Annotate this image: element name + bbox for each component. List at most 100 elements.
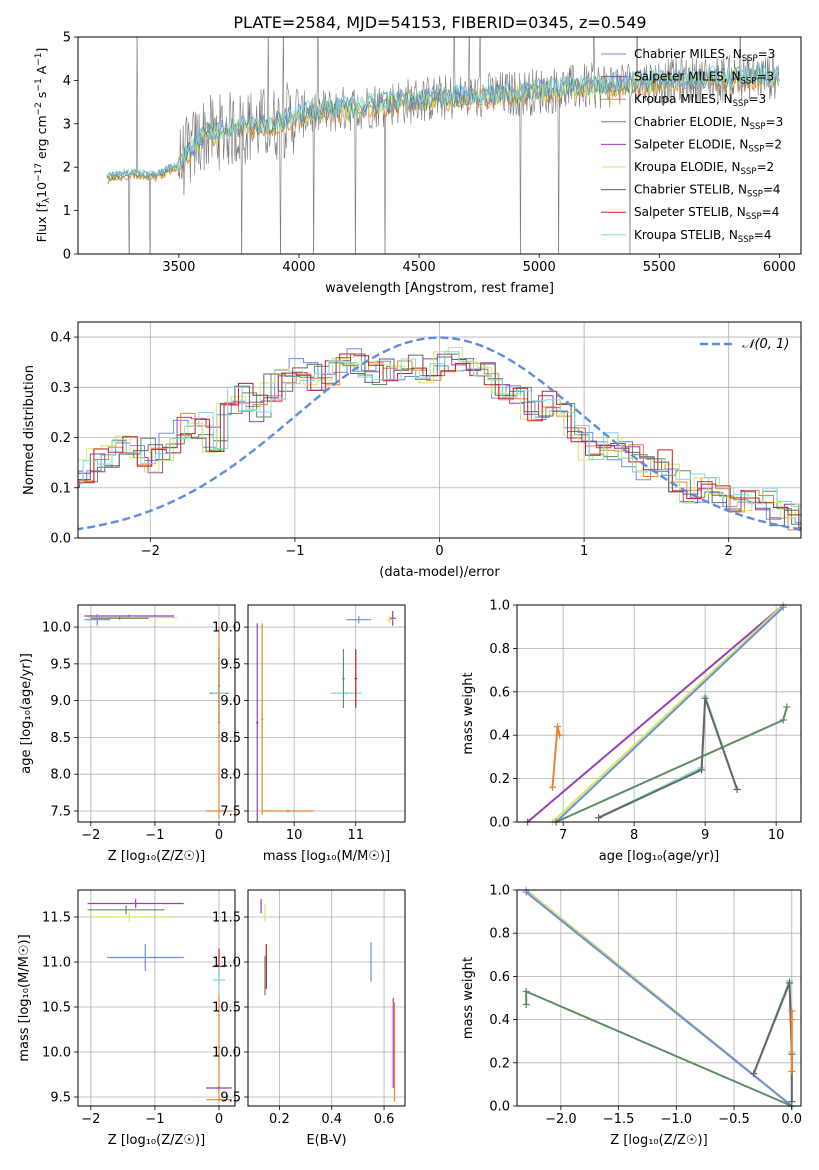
legend: Chabrier MILES, NSSP=3 Salpeter MILES, NS…	[601, 47, 783, 245]
y-tick-label: 10.0	[42, 1046, 71, 1061]
y-tick-label: 0.0	[489, 1100, 510, 1115]
y-tick-label: 10.0	[42, 621, 71, 636]
x-tick-label: 10	[768, 828, 785, 843]
y-tick-label: 0.2	[489, 772, 510, 787]
axes-frame	[247, 889, 406, 1107]
x-tick-label: −1	[145, 1112, 164, 1127]
y-tick-label: 8.5	[50, 731, 71, 746]
data-point	[386, 616, 393, 624]
model-line-kroupa_stelib	[106, 64, 779, 178]
x-tick-label: 0	[435, 544, 443, 559]
legend-label: 𝒩(0, 1)	[742, 337, 789, 352]
panel-mass_vs_ebv: 0.2 0.4 0.6 9.5 10.0 10.5 11.0 11.5 E(B-V)	[212, 889, 406, 1148]
axes-frame	[77, 321, 802, 539]
y-tick-label: 0.4	[489, 729, 510, 744]
data-point	[217, 627, 221, 819]
y-axis-label: mass [log₁₀(M/M☉)]	[17, 934, 32, 1061]
series-marker	[785, 979, 793, 987]
series-marker	[750, 1070, 758, 1078]
series-line-chabrier_elodie	[555, 706, 788, 823]
x-axis-label: (data-model)/error	[379, 565, 500, 580]
x-tick-label: 1	[580, 544, 588, 559]
panel-weight_vs_age: 7 8 9 10 0.0 0.2 0.4 0.6 0.8 1.0 age [log₁₀(age/yr…	[461, 599, 802, 864]
x-axis-label: E(B-V)	[306, 1133, 346, 1148]
series-marker	[788, 1067, 796, 1075]
x-tick-label: −2	[81, 828, 100, 843]
y-tick-label: 10.0	[212, 1046, 241, 1061]
y-tick-label: 1.0	[489, 884, 510, 899]
y-tick-label: 1.0	[489, 599, 510, 614]
data-point	[90, 616, 149, 620]
x-axis-label: age [log₁₀(age/yr)]	[599, 849, 720, 864]
y-tick-label: 7.5	[220, 804, 241, 819]
x-tick-label: 0	[215, 1112, 223, 1127]
data-point	[354, 649, 357, 708]
x-tick-label: 5500	[643, 260, 676, 275]
y-tick-label: 2	[63, 161, 71, 176]
x-tick-label: −0.5	[718, 1112, 750, 1127]
y-tick-label: 1	[63, 204, 71, 219]
y-tick-label: 5	[63, 31, 71, 46]
legend-label: Chabrier MILES, NSSP=3	[634, 47, 775, 64]
y-axis-label: mass weight	[461, 672, 476, 754]
legend-label: Salpeter STELIB, NSSP=4	[634, 205, 779, 222]
series-line-salpeter_miles	[526, 604, 784, 823]
panel-age_vs_Z: −2 −1 0 7.5 8.0 8.5 9.0 9.5 10.0 Z [log₁₀(Z/Z☉)] a…	[19, 604, 236, 864]
y-tick-label: 0.4	[50, 331, 71, 346]
series-line-chabrier_stelib	[598, 697, 739, 819]
y-axis-label: age [log₁₀(age/yr)]	[19, 653, 34, 774]
y-tick-label: 7.5	[50, 804, 71, 819]
y-axis-label: mass weight	[461, 957, 476, 1039]
x-tick-label: 4000	[282, 260, 315, 275]
data-point	[87, 912, 171, 922]
data-point	[262, 809, 314, 813]
axes-frame	[77, 889, 236, 1107]
legend-label: Chabrier ELODIE, NSSP=3	[634, 115, 783, 132]
data-point	[331, 691, 362, 695]
y-tick-label: 9.5	[220, 657, 241, 672]
data-point	[206, 1086, 232, 1090]
x-tick-label: 11	[347, 828, 364, 843]
plot-area	[106, 37, 780, 254]
y-tick-label: 0.2	[489, 1056, 510, 1071]
panel-mass_vs_Z: −2 −1 0 9.5 10.0 10.5 11.0 11.5 Z [log₁₀(Z/Z☉)] m…	[17, 889, 236, 1148]
x-tick-label: 3500	[162, 260, 195, 275]
legend-label: Salpeter MILES, NSSP=3	[634, 70, 774, 87]
data-point	[346, 616, 372, 624]
y-tick-label: 11.0	[212, 956, 241, 971]
legend-label: Kroupa MILES, NSSP=3	[634, 92, 766, 109]
series-marker	[788, 1098, 796, 1106]
data-point	[84, 613, 111, 626]
series-marker	[701, 694, 709, 702]
series-marker	[549, 783, 556, 791]
y-tick-label: 0.4	[489, 1013, 510, 1028]
y-tick-label: 0.8	[489, 927, 510, 942]
x-tick-label: 2	[725, 544, 733, 559]
x-tick-label: 9	[701, 828, 709, 843]
axes-frame	[77, 604, 236, 823]
y-tick-label: 0	[63, 248, 71, 263]
data-point	[212, 966, 226, 994]
legend-label: Chabrier STELIB, NSSP=4	[634, 183, 781, 200]
series-line-kroupa_stelib	[752, 980, 793, 1102]
data-point	[389, 610, 396, 626]
panel-spectrum: 3500 4000 4500 5000 5500 6000 0 1 2 3 4 5 wavelength…	[34, 31, 802, 296]
x-tick-label: 4500	[403, 260, 436, 275]
series-line-chabrier_miles	[525, 891, 793, 1107]
series-marker	[779, 716, 787, 724]
y-axis-label: Normed distribution	[22, 365, 37, 495]
y-tick-label: 9.0	[50, 694, 71, 709]
plot-area	[256, 610, 396, 822]
x-tick-label: −1.0	[661, 1112, 693, 1127]
figure-title: PLATE=2584, MJD=54153, FIBERID=0345, z=0…	[233, 13, 646, 32]
y-tick-label: 0.1	[50, 481, 71, 496]
x-tick-label: 0.2	[269, 1112, 290, 1127]
data-point	[87, 905, 165, 915]
data-point	[206, 1097, 232, 1102]
x-axis-label: mass [log₁₀(M/M☉)]	[263, 849, 390, 864]
data-point	[87, 899, 184, 908]
y-tick-label: 10.0	[212, 621, 241, 636]
x-axis-label: Z [log₁₀(Z/Z☉)]	[108, 849, 205, 864]
axes-frame	[247, 604, 406, 823]
